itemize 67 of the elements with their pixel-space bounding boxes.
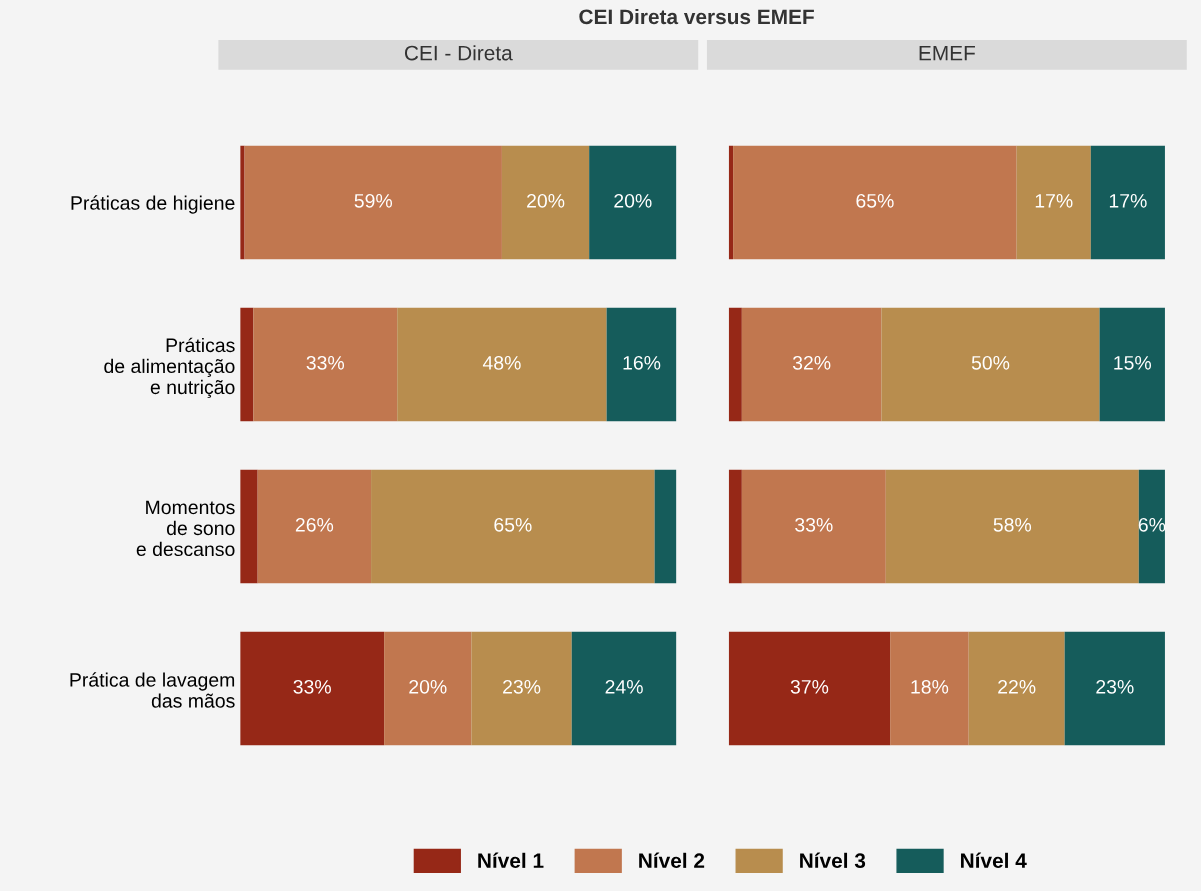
bar	[1090, 145, 1165, 260]
bar	[240, 631, 385, 746]
data-label: 15%	[1114, 356, 1152, 370]
bar	[244, 145, 502, 260]
data-label: 23%	[1096, 679, 1134, 694]
bar	[728, 145, 734, 260]
bar	[885, 469, 1139, 584]
legend-label: Nível 4	[961, 852, 1027, 869]
y-tick-label: Práticas de alimentação e nutrição	[104, 337, 235, 399]
y-tick-label: Prática de lavagem das mãos	[70, 672, 235, 708]
bar	[1138, 469, 1165, 584]
legend-label: Nível 1	[478, 852, 544, 869]
data-label: 18%	[911, 679, 949, 694]
data-label: 33%	[306, 355, 345, 370]
data-label: 22%	[998, 679, 1036, 694]
bar	[371, 469, 655, 584]
data-label: 65%	[494, 517, 532, 532]
bar	[728, 307, 742, 422]
data-label: 37%	[790, 679, 829, 694]
bar	[654, 469, 677, 584]
data-label: 20%	[527, 193, 565, 208]
bar	[890, 631, 969, 746]
bar	[1099, 307, 1165, 422]
data-label: 17%	[1035, 194, 1073, 208]
bar	[606, 307, 677, 422]
bar	[240, 469, 258, 584]
bar	[881, 307, 1100, 422]
data-label: 26%	[295, 517, 334, 532]
data-label: 59%	[354, 193, 393, 208]
y-tick-label: Práticas de higiene	[71, 195, 235, 214]
data-label: 32%	[792, 355, 831, 370]
data-label: 48%	[482, 355, 521, 370]
data-label: 65%	[856, 193, 894, 208]
bar	[733, 145, 1017, 260]
data-label: 58%	[993, 517, 1032, 532]
text: CEI Direta versus EMEF	[579, 8, 814, 25]
bar	[1016, 145, 1091, 260]
data-label: 20%	[614, 193, 652, 208]
bar	[471, 631, 572, 746]
chart-title: EMEF	[919, 45, 975, 61]
bar	[257, 469, 372, 584]
bar	[728, 631, 891, 746]
chart-title: CEI - Direta	[404, 45, 513, 61]
y-tick-label: Momentos de sono e descanso	[136, 500, 235, 557]
data-label: 17%	[1109, 194, 1147, 208]
bar	[741, 469, 886, 584]
bar	[1064, 631, 1165, 746]
data-label: 23%	[503, 679, 541, 694]
bar	[240, 307, 254, 422]
bar	[571, 631, 677, 746]
data-label: 33%	[795, 517, 833, 532]
bar	[589, 145, 677, 260]
bar	[397, 307, 607, 422]
bar	[253, 307, 398, 422]
bar	[741, 307, 882, 422]
data-label: 50%	[971, 355, 1010, 370]
legend-label: Nível 2	[639, 852, 705, 869]
data-label: 33%	[293, 679, 331, 694]
bar	[501, 145, 590, 260]
bar	[728, 469, 742, 584]
bar	[240, 145, 245, 260]
bar	[968, 631, 1065, 746]
bar	[384, 631, 472, 746]
data-label: 24%	[605, 679, 643, 694]
data-label: 20%	[409, 679, 447, 694]
legend-label: Nível 3	[800, 852, 866, 869]
data-label: 16%	[623, 355, 661, 370]
